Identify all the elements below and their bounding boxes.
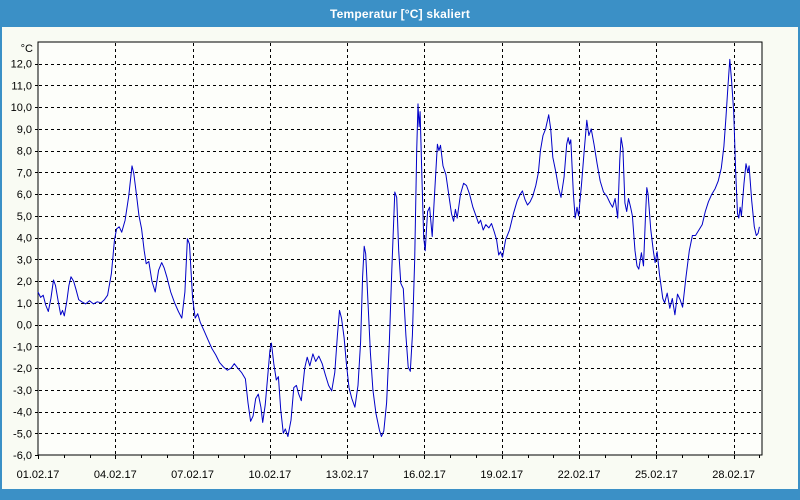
y-tick-label: 7,0 <box>17 167 32 179</box>
y-tick-label: -5,0 <box>13 428 32 440</box>
x-tick-label: 25.02.17 <box>635 469 678 481</box>
y-tick-label: -1,0 <box>13 341 32 353</box>
y-tick-label: 11,0 <box>11 80 32 92</box>
y-tick-label: 3,0 <box>17 254 32 266</box>
y-tick-label: 12,0 <box>11 59 32 71</box>
y-tick-label: 0,0 <box>17 320 32 332</box>
y-tick-label: 2,0 <box>17 276 32 288</box>
window-titlebar[interactable]: Temperatur [°C] skaliert <box>0 0 800 27</box>
y-tick-label: 6,0 <box>17 189 32 201</box>
window-bottom-bar <box>0 489 800 500</box>
x-tick-label: 19.02.17 <box>480 469 523 481</box>
y-tick-label: -6,0 <box>13 450 32 462</box>
x-tick-label: 01.02.17 <box>17 469 60 481</box>
x-tick-label: 13.02.17 <box>326 469 369 481</box>
y-tick-label: 4,0 <box>17 233 32 245</box>
y-tick-label: -3,0 <box>13 385 32 397</box>
x-tick-label: 04.02.17 <box>94 469 137 481</box>
window-title: Temperatur [°C] skaliert <box>329 6 471 21</box>
x-tick-label: 10.02.17 <box>248 469 291 481</box>
plot-area <box>37 41 763 456</box>
x-tick-label: 07.02.17 <box>171 469 214 481</box>
y-tick-label: 8,0 <box>17 146 32 158</box>
y-tick-label: -4,0 <box>13 407 32 419</box>
x-tick-label: 22.02.17 <box>558 469 601 481</box>
y-axis-unit-label: °C <box>21 43 33 55</box>
x-tick-label: 16.02.17 <box>403 469 446 481</box>
y-tick-label: 5,0 <box>17 211 32 223</box>
y-tick-label: -2,0 <box>13 363 32 375</box>
y-tick-label: 1,0 <box>17 298 32 310</box>
x-tick-label: 28.02.17 <box>712 469 755 481</box>
temperature-series-line <box>37 58 760 437</box>
y-tick-label: 9,0 <box>17 124 32 136</box>
y-tick-label: 10,0 <box>11 102 32 114</box>
